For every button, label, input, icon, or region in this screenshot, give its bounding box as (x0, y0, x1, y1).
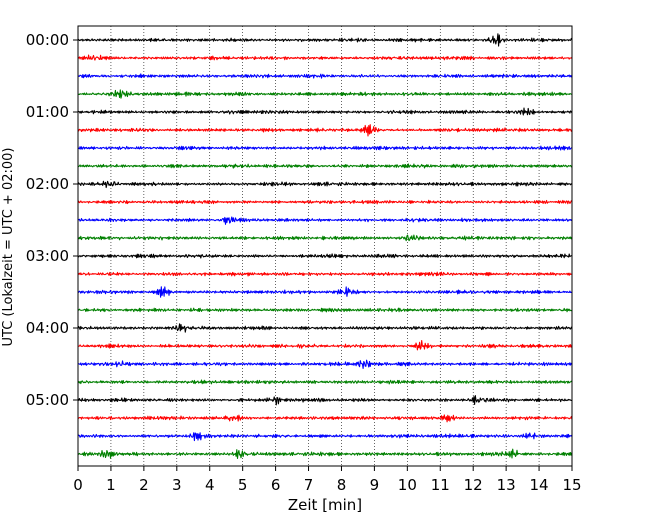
x-tick-label: 10 (398, 476, 417, 494)
plot-frame (77, 25, 573, 467)
x-axis-ticks: 0 1 2 3 4 5 6 7 8 9 10 11 12 13 14 15 (73, 466, 582, 494)
seismogram-trace (77, 379, 573, 385)
y-tick-label: 01:00 (26, 103, 69, 121)
seismogram-trace (77, 89, 573, 99)
seismogram-trace (77, 286, 573, 298)
x-tick-label: 13 (497, 476, 516, 494)
x-tick-label: 11 (431, 476, 450, 494)
x-tick-label: 9 (370, 476, 380, 494)
y-tick-label: 05:00 (26, 391, 69, 409)
x-tick-label: 4 (205, 476, 215, 494)
seismogram-trace (77, 216, 573, 225)
seismogram-trace (77, 234, 573, 242)
seismogram-trace (77, 54, 573, 61)
seismogram-trace (77, 124, 573, 137)
x-tick-label: 7 (304, 476, 314, 494)
seismogram-trace (77, 323, 573, 333)
seismogram-trace (77, 448, 573, 459)
seismogram-trace (77, 414, 573, 423)
x-tick-label: 0 (73, 476, 83, 494)
seismogram-trace (77, 33, 573, 47)
seismogram-trace (77, 307, 573, 313)
y-axis-label: UTC (Lokalzeit = UTC + 02:00) (1, 148, 16, 347)
x-tick-label: 5 (238, 476, 248, 494)
x-tick-label: 15 (562, 476, 581, 494)
seismogram-trace (77, 180, 573, 189)
x-tick-label: 3 (172, 476, 182, 494)
x-tick-label: 12 (464, 476, 483, 494)
seismogram-trace (77, 394, 573, 406)
vertical-gridlines (110, 26, 540, 466)
x-tick-label: 2 (139, 476, 149, 494)
seismogram-trace (77, 271, 573, 277)
x-tick-label: 1 (106, 476, 116, 494)
seismogram-trace (77, 253, 573, 259)
seismogram-trace (77, 145, 573, 151)
seismogram-trace (77, 432, 573, 442)
seismogram-traces (77, 33, 573, 459)
seismogram-trace (77, 107, 573, 116)
y-axis-ticks: 00:00 01:00 02:00 03:00 04:00 05:00 (26, 31, 78, 409)
x-tick-label: 6 (271, 476, 281, 494)
seismogram-trace (77, 359, 573, 369)
y-tick-label: 03:00 (26, 247, 69, 265)
y-tick-label: 00:00 (26, 31, 69, 49)
seismogram-trace (77, 340, 573, 351)
x-axis-label: Zeit [min] (288, 496, 362, 514)
y-tick-label: 02:00 (26, 175, 69, 193)
seismogram-trace (77, 73, 573, 79)
x-tick-label: 14 (530, 476, 549, 494)
seismogram-trace (77, 199, 573, 205)
y-tick-label: 04:00 (26, 319, 69, 337)
x-tick-label: 8 (337, 476, 347, 494)
seismogram-trace (77, 163, 573, 169)
